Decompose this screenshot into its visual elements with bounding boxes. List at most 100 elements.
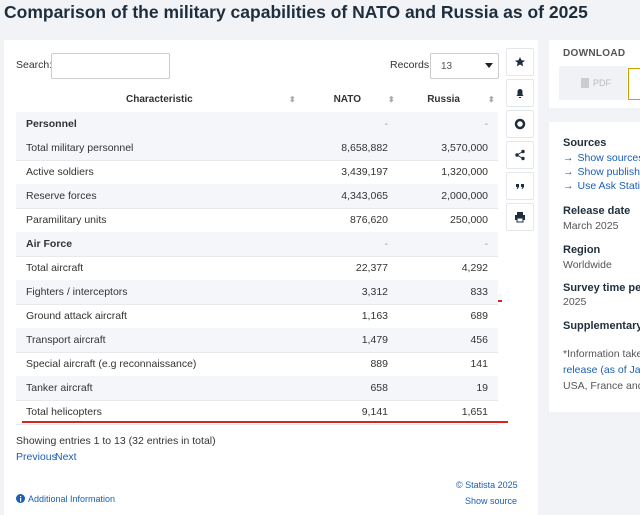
- pdf-button[interactable]: PDF: [559, 66, 627, 100]
- info-icon: [16, 494, 25, 503]
- records-value: 13: [441, 61, 453, 72]
- table-cell: 876,620: [350, 214, 388, 226]
- table-cell: 456: [470, 334, 488, 346]
- table-cell: 833: [470, 286, 488, 298]
- table-cell: 658: [370, 382, 388, 394]
- source-link[interactable]: →Show sources information: [563, 152, 640, 164]
- xls-button[interactable]: [628, 68, 640, 100]
- table-cell: 1,651: [461, 406, 488, 418]
- table-cell: Ground attack aircraft: [26, 310, 127, 322]
- table-cell: 4,292: [461, 262, 488, 274]
- column-header[interactable]: Russia: [427, 94, 460, 105]
- table-cell: 1,320,000: [441, 166, 488, 178]
- alert-button[interactable]: [506, 79, 534, 107]
- table-cell: 9,141: [361, 406, 388, 418]
- table-cell: 2,000,000: [441, 190, 488, 202]
- survey-value: 2025: [563, 296, 587, 308]
- source-link-text: Use Ask Statista Research Service: [577, 180, 640, 192]
- search-label: Search:: [16, 59, 53, 71]
- sort-icon: ⬍: [289, 95, 296, 104]
- dropdown-icon: [485, 63, 493, 68]
- table-row: Total military personnel 8,658,882 3,570,0…: [16, 136, 498, 161]
- table-cell: 141: [470, 358, 488, 370]
- note-line: *Information taken from press: [563, 348, 640, 360]
- table-cell: Personnel: [26, 118, 77, 130]
- source-link-text: Show publisher information: [577, 166, 640, 178]
- search-input[interactable]: [51, 53, 170, 79]
- table-cell: Paramilitary units: [26, 214, 107, 226]
- table-cell: Reserve forces: [26, 190, 97, 202]
- table-row: Fighters / interceptors 3,312 833: [16, 280, 498, 305]
- table-cell: 889: [370, 358, 388, 370]
- table-cell: -: [384, 118, 389, 130]
- table-cell: Active soldiers: [26, 166, 94, 178]
- survey-heading: Survey time period: [563, 282, 640, 294]
- table-row: Total helicopters 9,141 1,651: [16, 400, 498, 425]
- supplementary-heading: Supplementary notes: [563, 320, 640, 332]
- info-panel: Sources →Show sources information→Show p…: [549, 122, 640, 412]
- region-value: Worldwide: [563, 259, 612, 271]
- section-row: Air Force - -: [16, 232, 498, 257]
- source-link-text: Show sources information: [577, 152, 640, 164]
- settings-button[interactable]: [506, 110, 534, 138]
- table-cell: 689: [470, 310, 488, 322]
- table-row: Reserve forces 4,343,065 2,000,000: [16, 184, 498, 209]
- table-row: Active soldiers 3,439,197 1,320,000: [16, 160, 498, 185]
- next-link[interactable]: Next: [55, 451, 77, 463]
- source-link[interactable]: →Show publisher information: [563, 166, 640, 178]
- red-underline: [22, 421, 508, 423]
- favorite-button[interactable]: [506, 48, 534, 76]
- download-panel: DOWNLOAD PDF: [549, 40, 640, 108]
- show-source-link[interactable]: Show source: [465, 496, 518, 506]
- table-cell: 250,000: [450, 214, 488, 226]
- table-cell: 3,570,000: [441, 142, 488, 154]
- entries-info: Showing entries 1 to 13 (32 entries in t…: [16, 435, 216, 447]
- table-header: Characteristic ⬍ NATO ⬍ Russia ⬍: [16, 88, 498, 113]
- table-row: Ground attack aircraft 1,163 689: [16, 304, 498, 329]
- download-heading: DOWNLOAD: [563, 48, 626, 59]
- note-line: USA, France and: [563, 380, 640, 392]
- table-cell: -: [484, 238, 489, 250]
- pdf-label: PDF: [593, 78, 611, 88]
- table-cell: 22,377: [355, 262, 388, 274]
- note-line: release (as of January 2025): [563, 364, 640, 376]
- column-header[interactable]: Characteristic: [126, 94, 193, 105]
- table-cell: 1,479: [361, 334, 388, 346]
- table-cell: -: [384, 238, 389, 250]
- source-link[interactable]: →Use Ask Statista Research Service: [563, 180, 640, 192]
- share-button[interactable]: [506, 141, 534, 169]
- previous-link[interactable]: Previous: [16, 451, 57, 463]
- table-cell: Total military personnel: [26, 142, 134, 154]
- column-header[interactable]: NATO: [333, 94, 361, 105]
- table-cell: 19: [476, 382, 488, 394]
- records-select[interactable]: 13: [430, 53, 499, 79]
- table-cell: Special aircraft (e.g reconnaissance): [26, 358, 197, 370]
- table-cell: Total helicopters: [26, 406, 102, 418]
- table-row: Paramilitary units 876,620 250,000: [16, 208, 498, 233]
- print-button[interactable]: [506, 203, 534, 231]
- arrow-icon: →: [563, 180, 574, 192]
- arrow-icon: →: [563, 166, 574, 178]
- table-cell: 8,658,882: [341, 142, 388, 154]
- sources-heading: Sources: [563, 137, 607, 149]
- region-heading: Region: [563, 244, 601, 256]
- table-cell: 1,163: [361, 310, 388, 322]
- copyright: © Statista 2025: [456, 480, 518, 490]
- cite-button[interactable]: [506, 172, 534, 200]
- additional-info-link[interactable]: Additional Information: [28, 494, 116, 504]
- table-row: Special aircraft (e.g reconnaissance) 889…: [16, 352, 498, 377]
- sort-icon: ⬍: [388, 95, 395, 104]
- sort-icon: ⬍: [488, 95, 495, 104]
- table-cell: 3,439,197: [341, 166, 388, 178]
- release-heading: Release date: [563, 205, 631, 217]
- section-row: Personnel - -: [16, 112, 498, 137]
- page-title: Comparison of the military capabilities …: [4, 2, 588, 22]
- table-cell: Fighters / interceptors: [26, 286, 128, 298]
- table-cell: Transport aircraft: [26, 334, 106, 346]
- table-cell: 4,343,065: [341, 190, 388, 202]
- release-value: March 2025: [563, 220, 619, 232]
- table-row: Total aircraft 22,377 4,292: [16, 256, 498, 281]
- table-row: Transport aircraft 1,479 456: [16, 328, 498, 353]
- table-cell: -: [484, 118, 489, 130]
